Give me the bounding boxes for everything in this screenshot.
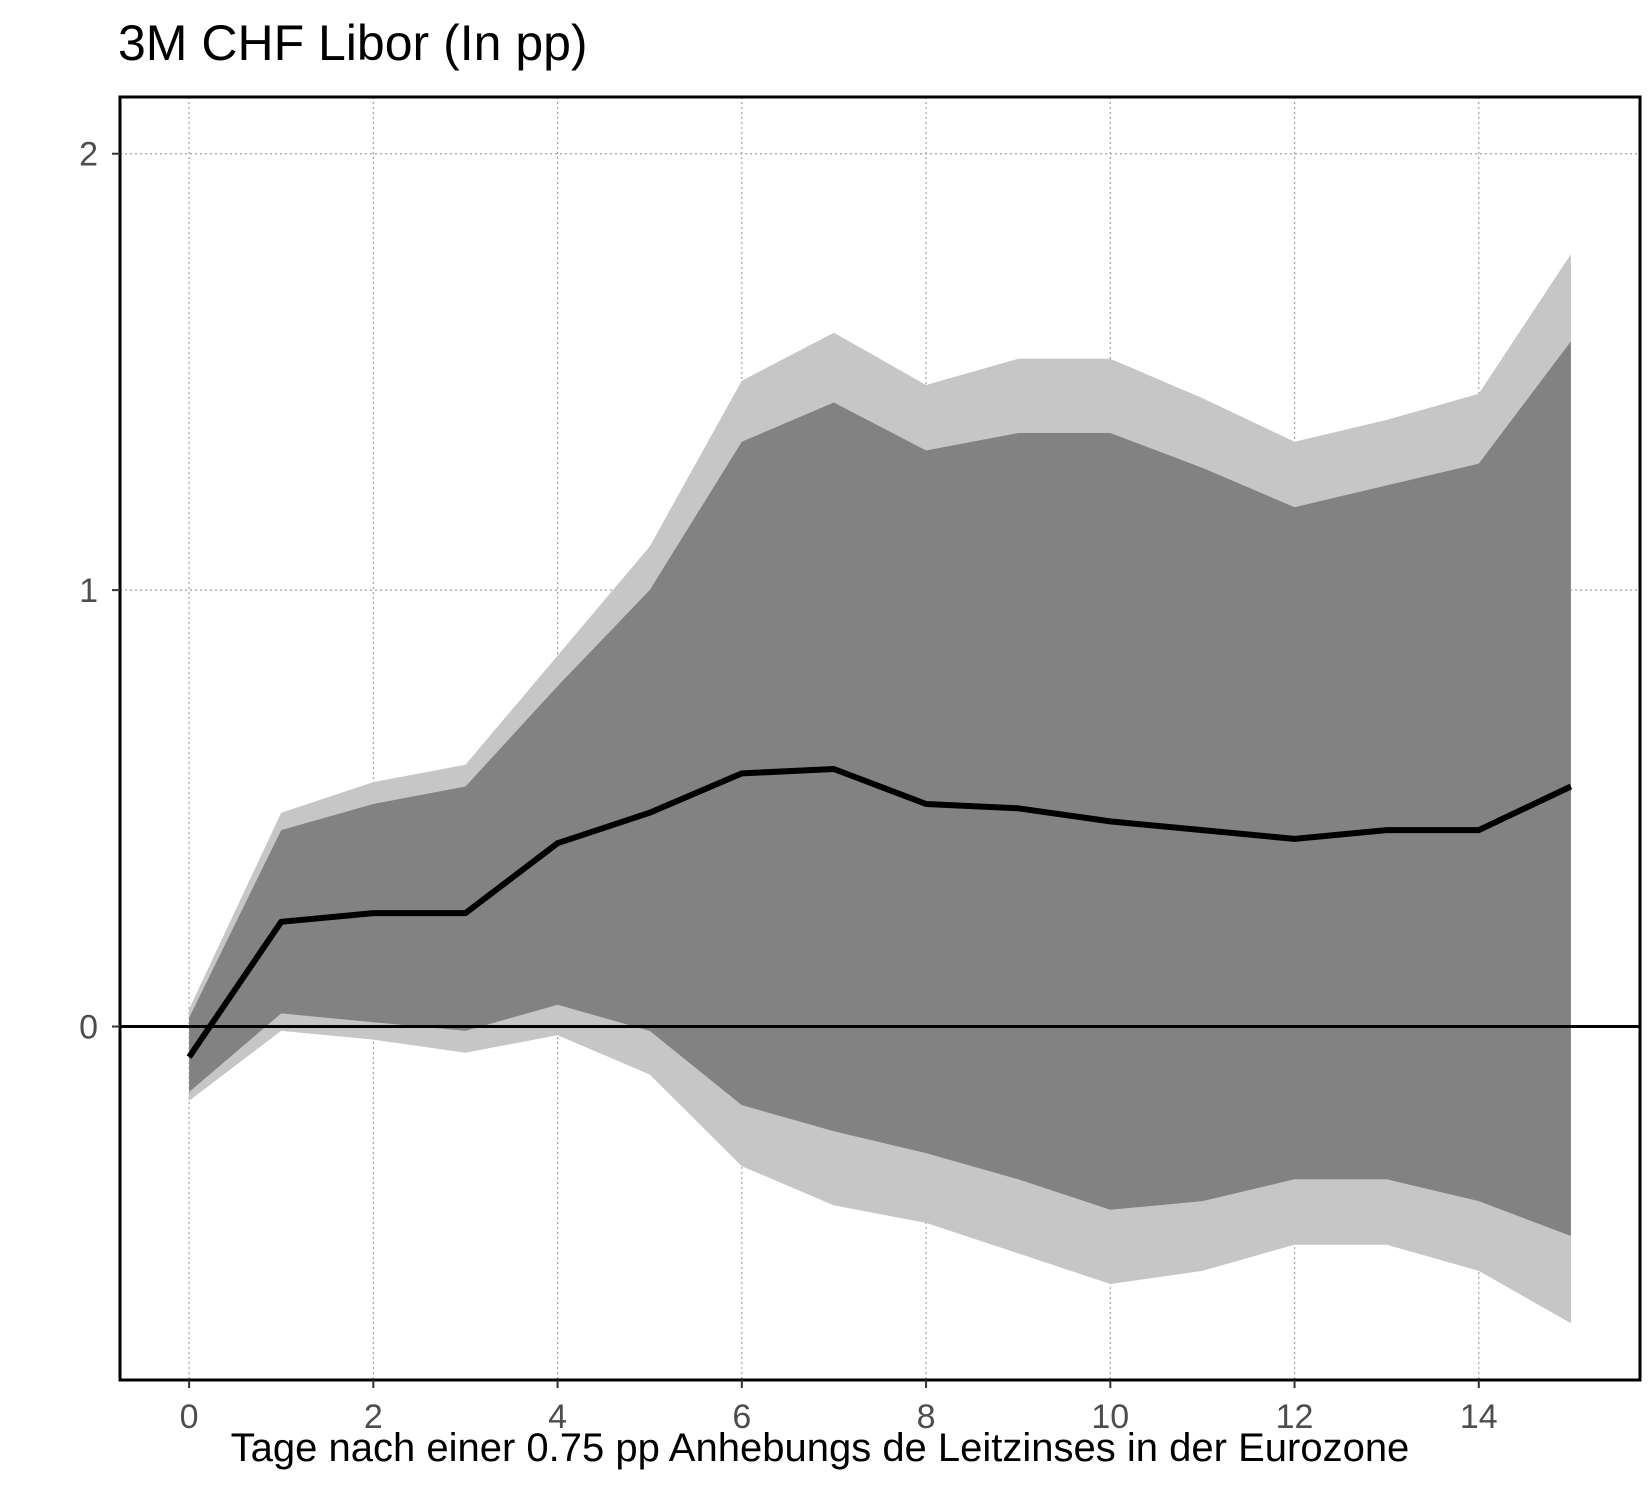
x-tick-label: 14 bbox=[1460, 1398, 1498, 1436]
y-axis-ticks: 0 1 2 bbox=[79, 136, 120, 1047]
x-tick-label: 2 bbox=[364, 1398, 383, 1436]
x-tick-label: 8 bbox=[917, 1398, 936, 1436]
x-tick-label: 12 bbox=[1276, 1398, 1314, 1436]
y-tick-label: 0 bbox=[79, 1009, 98, 1047]
chart-title: 3M CHF Libor (In pp) bbox=[118, 15, 588, 71]
y-tick-label: 2 bbox=[79, 136, 98, 174]
x-axis-ticks: 0 2 4 6 8 10 12 14 bbox=[180, 1380, 1498, 1436]
x-tick-label: 10 bbox=[1091, 1398, 1129, 1436]
median-response-line bbox=[186, 766, 1573, 1059]
y-tick-label: 1 bbox=[79, 572, 98, 610]
plot-border bbox=[118, 95, 1642, 1382]
x-axis-label: Tage nach einer 0.75 pp Anhebungs de Lei… bbox=[230, 1426, 1410, 1470]
x-tick-label: 6 bbox=[732, 1398, 751, 1436]
x-tick-label: 4 bbox=[548, 1398, 567, 1436]
x-tick-label: 0 bbox=[180, 1398, 199, 1436]
